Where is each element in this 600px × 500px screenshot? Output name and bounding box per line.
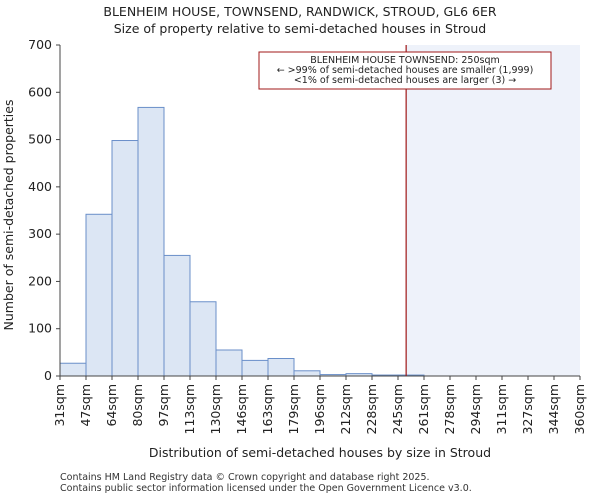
histogram-bar [59, 362, 87, 377]
histogram-bar [293, 370, 321, 377]
y-tick-label: 200 [28, 273, 52, 288]
histogram-bar [267, 358, 295, 377]
x-tick-label: 130sqm [208, 384, 223, 434]
annotation-line: ← >99% of semi-detached houses are small… [277, 65, 534, 76]
chart-subtitle: Size of property relative to semi-detach… [113, 21, 487, 36]
histogram-bar [189, 301, 217, 377]
annotation-line: <1% of semi-detached houses are larger (… [294, 75, 516, 86]
annotation-box [258, 51, 552, 90]
x-tick-label: 31sqm [52, 384, 67, 427]
x-tick-label: 311sqm [494, 384, 509, 434]
x-tick-label: 97sqm [156, 384, 171, 427]
y-tick-label: 600 [28, 84, 52, 99]
x-tick-label: 113sqm [182, 384, 197, 434]
x-tick-label: 228sqm [364, 384, 379, 434]
x-tick-label: 47sqm [78, 384, 93, 427]
x-tick-label: 344sqm [546, 384, 561, 434]
y-axis-label: Number of semi-detached properties [1, 100, 16, 331]
x-tick-label: 196sqm [312, 384, 327, 434]
y-tick-label: 500 [28, 132, 52, 147]
x-tick-label: 80sqm [130, 384, 145, 427]
x-axis-label: Distribution of semi-detached houses by … [149, 445, 491, 460]
y-tick-label: 100 [28, 321, 52, 336]
footer-licence: Contains public sector information licen… [60, 483, 472, 494]
larger-region-shade [406, 45, 580, 376]
y-tick-label: 700 [28, 37, 52, 52]
footer-copyright: Contains HM Land Registry data © Crown c… [60, 472, 430, 483]
x-tick-label: 179sqm [286, 384, 301, 434]
histogram-bar [215, 349, 243, 377]
x-tick-label: 163sqm [260, 384, 275, 434]
x-tick-label: 327sqm [520, 384, 535, 434]
x-tick-label: 294sqm [468, 384, 483, 434]
histogram-bar [137, 106, 165, 377]
x-tick-label: 261sqm [416, 384, 431, 434]
chart-title: BLENHEIM HOUSE, TOWNSEND, RANDWICK, STRO… [103, 4, 497, 19]
x-tick-label: 146sqm [234, 384, 249, 434]
x-tick-label: 360sqm [572, 384, 587, 434]
x-tick-label: 245sqm [390, 384, 405, 434]
histogram-bar [85, 213, 113, 377]
annotation-line: BLENHEIM HOUSE TOWNSEND: 250sqm [310, 55, 500, 66]
histogram-bar [163, 254, 191, 377]
y-tick-label: 300 [28, 226, 52, 241]
histogram-bar [111, 140, 139, 377]
x-tick-label: 278sqm [442, 384, 457, 434]
x-tick-label: 212sqm [338, 384, 353, 434]
x-tick-label: 64sqm [104, 384, 119, 427]
y-tick-label: 400 [28, 179, 52, 194]
histogram-bar [241, 359, 269, 377]
y-tick-label: 0 [44, 368, 52, 383]
